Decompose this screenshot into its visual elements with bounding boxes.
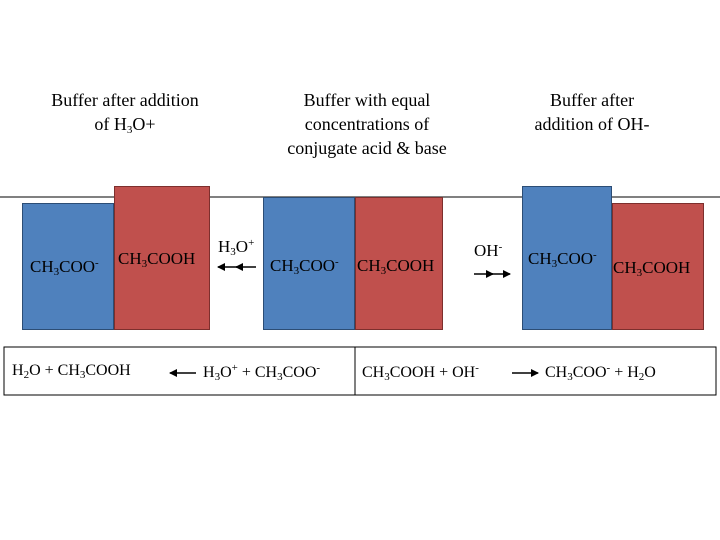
- text-run: CH: [362, 364, 385, 381]
- text-run: COO: [557, 249, 594, 268]
- subscript: 3: [384, 371, 390, 383]
- equation-lhs: H2O + CH3COOH: [12, 362, 131, 381]
- subscript: 3: [551, 258, 558, 270]
- subscript: 3: [53, 266, 60, 278]
- text-run: O + CH: [29, 362, 80, 379]
- text-run: COOH: [642, 258, 691, 277]
- text-run: of H: [94, 114, 127, 134]
- text-run: CH: [118, 249, 142, 268]
- text-run: Buffer after addition: [51, 90, 199, 110]
- superscript: +: [248, 237, 255, 249]
- text-run: COO: [282, 364, 317, 381]
- text-run: COO: [59, 257, 96, 276]
- subscript: 3: [380, 265, 387, 277]
- title-line: conjugate acid & base: [247, 136, 487, 160]
- title-line: concentrations of: [247, 112, 487, 136]
- bar-acid: [114, 186, 210, 330]
- title-line: Buffer after addition: [5, 88, 245, 112]
- text-run: COO: [299, 256, 336, 275]
- title-line: Buffer with equal: [247, 88, 487, 112]
- text-run: O: [220, 364, 232, 381]
- subscript: 3: [141, 258, 148, 270]
- text-run: COOH: [85, 362, 131, 379]
- text-run: CH: [357, 256, 381, 275]
- species-label: CH3COOH: [118, 249, 195, 270]
- text-run: COOH: [147, 249, 196, 268]
- text-run: CH: [528, 249, 552, 268]
- text-run: H: [218, 237, 231, 256]
- equation-lhs: CH3COOH + OH-: [362, 362, 479, 383]
- panel-title: Buffer after addition of H3O+: [5, 88, 245, 142]
- superscript: -: [593, 249, 597, 261]
- bar-acid: [355, 197, 443, 330]
- text-run: CH: [270, 256, 294, 275]
- text-run: O: [644, 364, 656, 381]
- subscript: 3: [79, 369, 86, 381]
- text-run: + H: [610, 364, 639, 381]
- equation-rhs: H3O+ + CH3COO-: [203, 362, 320, 383]
- subscript: 2: [23, 369, 30, 381]
- text-run: O+: [132, 114, 156, 134]
- subscript: 3: [126, 124, 133, 136]
- text-run: Buffer after: [549, 90, 635, 110]
- title-line: Buffer after: [472, 88, 712, 112]
- superscript: -: [95, 257, 99, 269]
- subscript: 3: [636, 267, 643, 279]
- text-run: OH: [474, 241, 499, 260]
- species-label: CH3COOH: [357, 256, 434, 277]
- text-run: concentrations of: [304, 114, 430, 134]
- title-line: of H3O+: [5, 112, 245, 142]
- bar-base: [22, 203, 114, 330]
- species-label: CH3COO-: [528, 249, 597, 270]
- bar-base: [263, 197, 355, 330]
- panel-title: Buffer with equal concentrations of conjug…: [247, 88, 487, 160]
- superscript: +: [231, 362, 238, 374]
- superscript: -: [316, 362, 321, 374]
- species-label: CH3COO-: [30, 257, 99, 278]
- subscript: 2: [638, 371, 645, 383]
- title-line: addition of OH-: [472, 112, 712, 136]
- text-run: addition of OH-: [534, 114, 650, 134]
- text-run: CH: [545, 364, 568, 381]
- species-label: CH3COOH: [613, 258, 690, 279]
- species-label: H3O+: [218, 237, 254, 258]
- text-run: + CH: [237, 364, 278, 381]
- equation-box: [3, 346, 717, 396]
- text-run: H: [203, 364, 215, 381]
- species-label: OH-: [474, 241, 502, 261]
- text-run: COOH: [386, 256, 435, 275]
- text-run: conjugate acid & base: [287, 138, 447, 158]
- text-run: COOH + OH: [389, 364, 476, 381]
- superscript: -: [606, 362, 611, 374]
- superscript: -: [335, 256, 339, 268]
- text-run: COO: [572, 364, 607, 381]
- equation-rhs: CH3COO- + H2O: [545, 362, 656, 383]
- subscript: 3: [277, 371, 283, 383]
- subscript: 3: [230, 246, 236, 258]
- bar-acid: [612, 203, 704, 330]
- subscript: 3: [293, 265, 300, 277]
- text-run: Buffer with equal: [303, 90, 431, 110]
- text-run: CH: [30, 257, 54, 276]
- bar-base: [522, 186, 612, 330]
- subscript: 3: [567, 371, 573, 383]
- species-label: CH3COO-: [270, 256, 339, 277]
- text-run: CH: [613, 258, 637, 277]
- superscript: -: [475, 362, 479, 374]
- text-run: H: [12, 362, 24, 379]
- text-run: O: [235, 237, 249, 256]
- superscript: -: [498, 241, 503, 253]
- panel-title: Buffer after addition of OH-: [472, 88, 712, 136]
- subscript: 3: [214, 371, 221, 383]
